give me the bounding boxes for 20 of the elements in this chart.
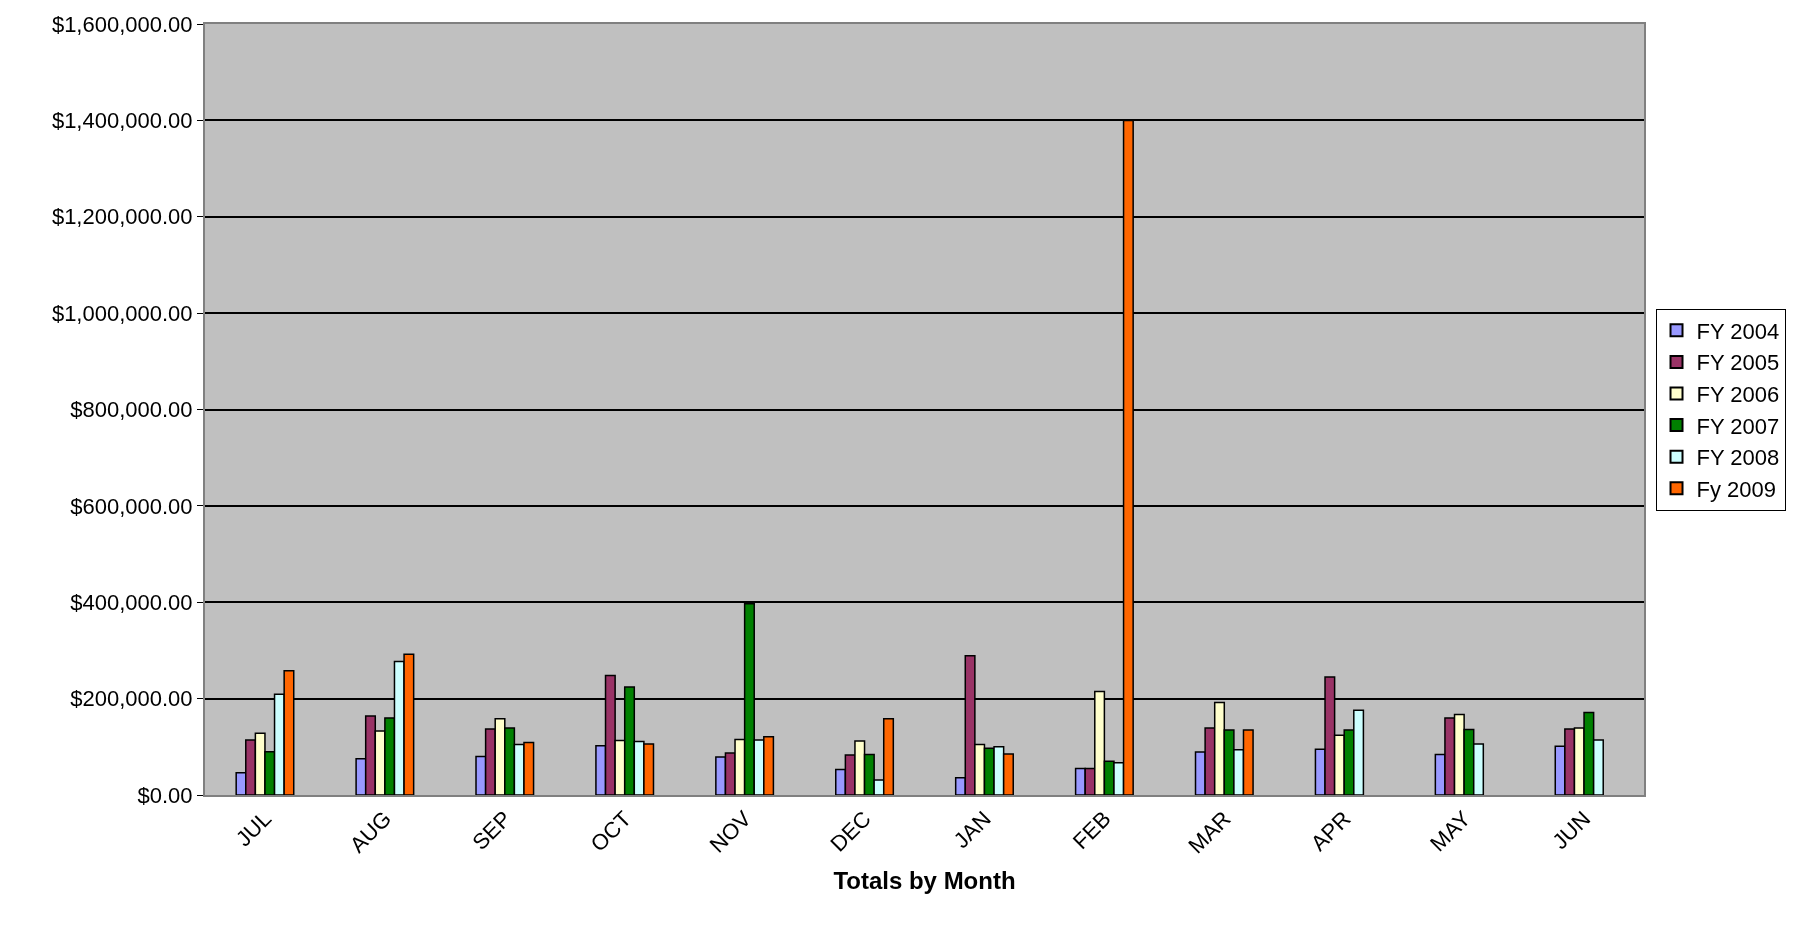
x-tick-label: JUL bbox=[230, 806, 277, 852]
legend-label: FY 2004 bbox=[1696, 318, 1780, 344]
x-tick-label: SEP bbox=[467, 806, 517, 855]
y-tick-label: $1,000,000.00 bbox=[51, 300, 193, 326]
y-tick-label: $800,000.00 bbox=[70, 397, 193, 423]
y-tick-label: $600,000.00 bbox=[70, 493, 193, 519]
y-tick-label: $1,400,000.00 bbox=[51, 108, 193, 134]
y-tick-label: $200,000.00 bbox=[70, 686, 193, 712]
y-tick-label: $400,000.00 bbox=[70, 589, 193, 615]
x-tick-label: FEB bbox=[1067, 806, 1116, 854]
y-tick-label: $1,600,000.00 bbox=[51, 11, 193, 37]
y-tick-label: $0.00 bbox=[137, 782, 193, 808]
legend-label: FY 2005 bbox=[1696, 350, 1780, 376]
legend-label: FY 2008 bbox=[1696, 445, 1780, 471]
legend-label: FY 2007 bbox=[1696, 413, 1780, 439]
x-tick-label: JAN bbox=[948, 806, 996, 854]
y-tick-label: $1,200,000.00 bbox=[51, 204, 193, 230]
legend-label: FY 2006 bbox=[1696, 382, 1780, 408]
x-axis-title: Totals by Month bbox=[833, 867, 1016, 895]
legend-label: Fy 2009 bbox=[1696, 476, 1777, 502]
